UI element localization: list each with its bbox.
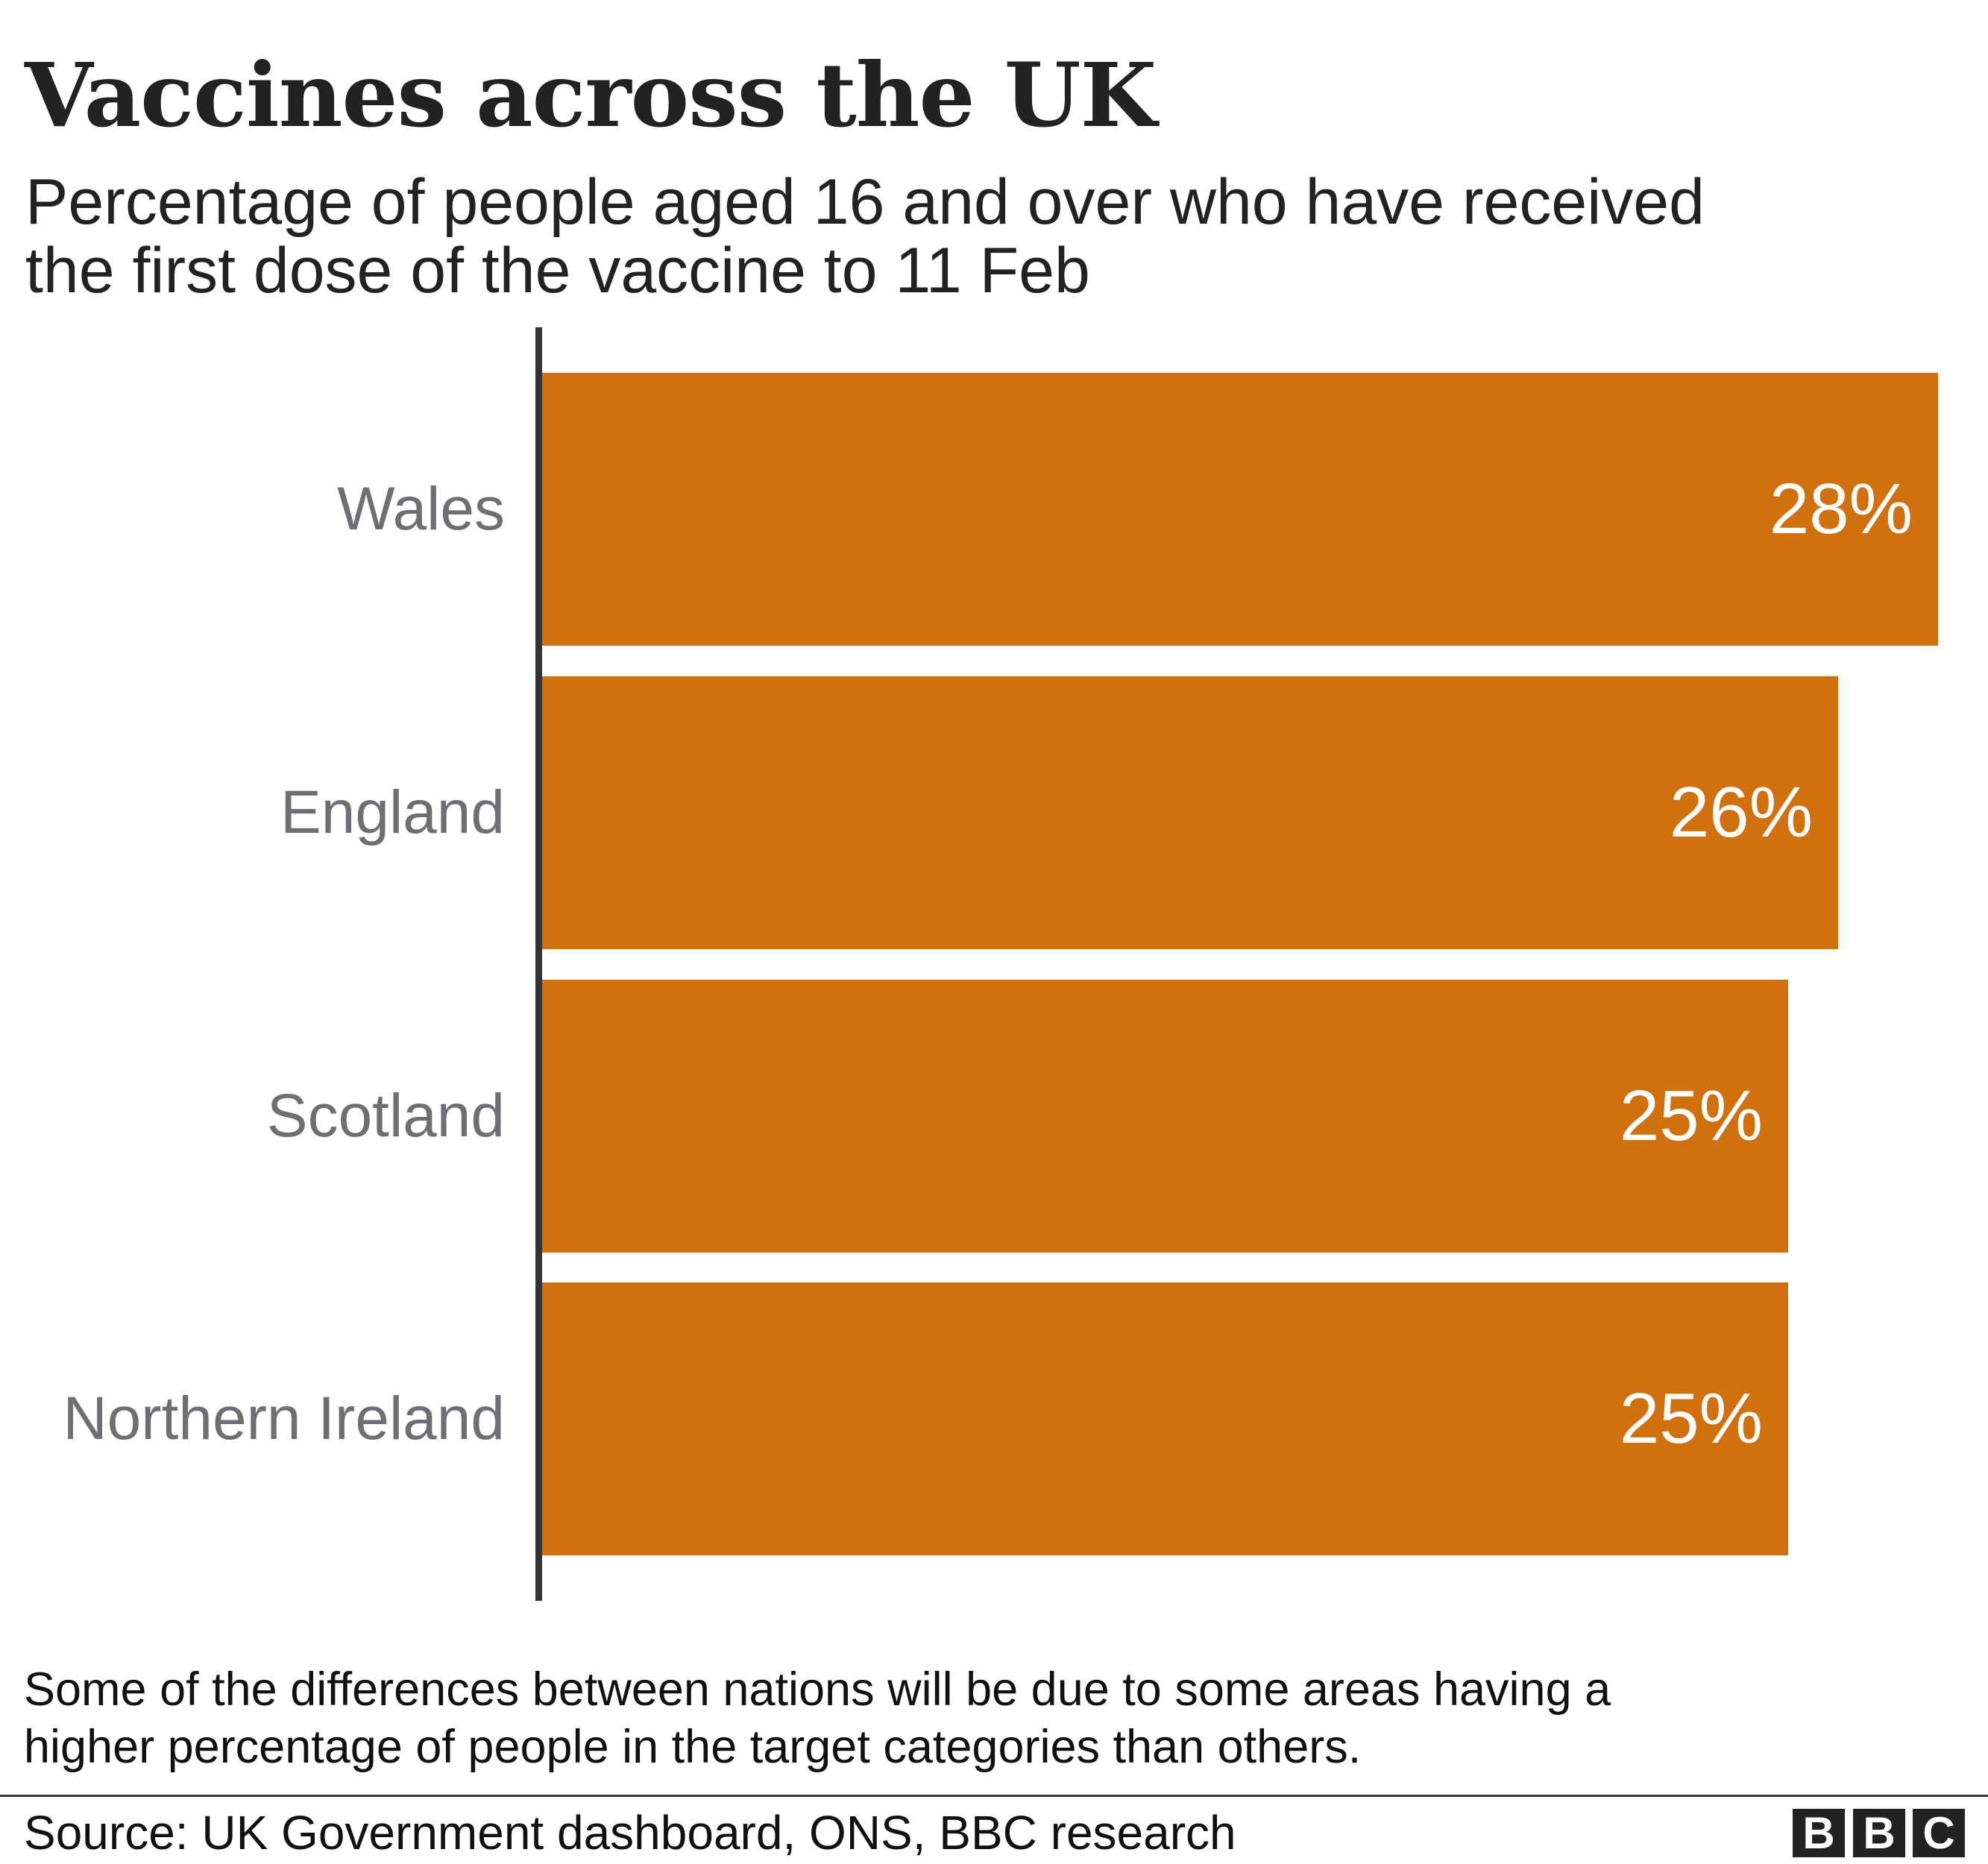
chart-subtitle: Percentage of people aged 16 and over wh… (25, 168, 1949, 305)
category-label-england: England (280, 778, 505, 846)
footnote: Some of the differences between nations … (24, 1661, 1963, 1776)
bbc-logo-letter-b2: B (1853, 1809, 1905, 1857)
footer-divider (0, 1795, 1988, 1797)
chart-title: Vaccines across the UK (25, 43, 1157, 147)
bar-england (542, 676, 1838, 949)
bbc-logo-letter-c: C (1913, 1809, 1965, 1857)
category-label-wales: Wales (337, 475, 505, 543)
value-label-wales: 28% (1769, 469, 1913, 549)
bar-scotland (542, 980, 1788, 1253)
footnote-line-2: higher percentage of people in the targe… (24, 1721, 1362, 1773)
bar-northern-ireland (542, 1282, 1788, 1555)
bbc-logo-letter-b1: B (1793, 1809, 1845, 1857)
footnote-line-1: Some of the differences between nations … (24, 1663, 1611, 1716)
value-label-england: 26% (1669, 772, 1813, 852)
subtitle-line-2: the first dose of the vaccine to 11 Feb (25, 235, 1090, 306)
y-axis-line (535, 327, 542, 1601)
source-text: Source: UK Government dashboard, ONS, BB… (24, 1806, 1236, 1860)
value-label-northern-ireland: 25% (1619, 1379, 1763, 1458)
category-label-northern-ireland: Northern Ireland (63, 1385, 505, 1452)
bar-wales (542, 373, 1938, 646)
category-label-scotland: Scotland (266, 1082, 505, 1150)
subtitle-line-1: Percentage of people aged 16 and over wh… (25, 166, 1705, 238)
value-label-scotland: 25% (1619, 1076, 1763, 1156)
